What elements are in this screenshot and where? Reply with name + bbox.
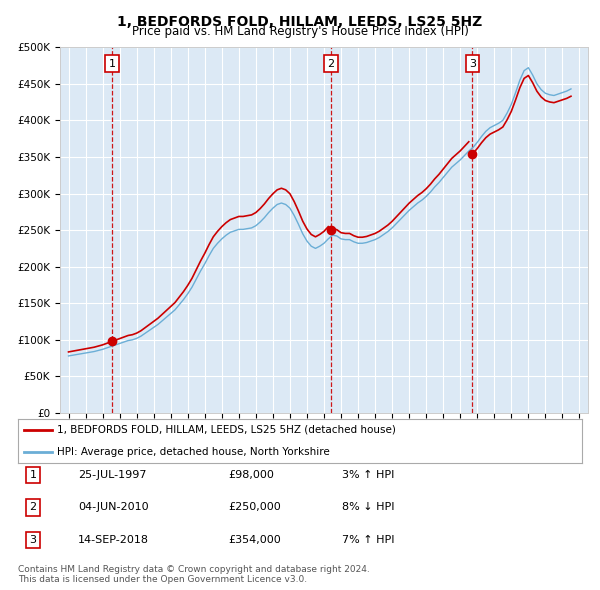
Text: 25-JUL-1997: 25-JUL-1997 [78,470,146,480]
Text: 2: 2 [328,58,335,68]
Text: £250,000: £250,000 [228,503,281,512]
Text: HPI: Average price, detached house, North Yorkshire: HPI: Average price, detached house, Nort… [58,447,330,457]
Text: £98,000: £98,000 [228,470,274,480]
Text: 14-SEP-2018: 14-SEP-2018 [78,535,149,545]
Text: £354,000: £354,000 [228,535,281,545]
Text: 3: 3 [469,58,476,68]
Text: 3% ↑ HPI: 3% ↑ HPI [342,470,394,480]
Text: Contains HM Land Registry data © Crown copyright and database right 2024.
This d: Contains HM Land Registry data © Crown c… [18,565,370,584]
Text: 8% ↓ HPI: 8% ↓ HPI [342,503,395,512]
Text: 1: 1 [109,58,116,68]
Text: Price paid vs. HM Land Registry's House Price Index (HPI): Price paid vs. HM Land Registry's House … [131,25,469,38]
Text: 3: 3 [29,535,37,545]
Text: 04-JUN-2010: 04-JUN-2010 [78,503,149,512]
Text: 1: 1 [29,470,37,480]
Text: 1, BEDFORDS FOLD, HILLAM, LEEDS, LS25 5HZ (detached house): 1, BEDFORDS FOLD, HILLAM, LEEDS, LS25 5H… [58,425,397,435]
Text: 7% ↑ HPI: 7% ↑ HPI [342,535,395,545]
Text: 1, BEDFORDS FOLD, HILLAM, LEEDS, LS25 5HZ: 1, BEDFORDS FOLD, HILLAM, LEEDS, LS25 5H… [118,15,482,29]
Text: 2: 2 [29,503,37,512]
